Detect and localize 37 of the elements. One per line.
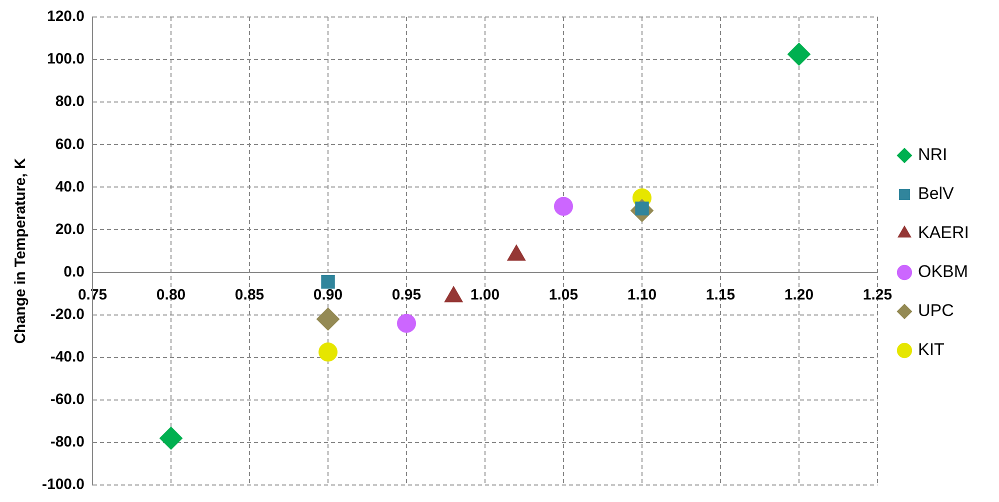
y-tick-label: 60.0 [55,136,85,153]
point [554,196,574,216]
x-tick-label: 1.05 [548,286,578,304]
x-tick-label: 1.25 [862,286,892,304]
legend-label: UPC [918,301,954,320]
point [321,274,335,289]
point [318,342,338,362]
point [160,426,183,450]
x-tick-label: 1.20 [784,286,814,304]
y-tick-label: -40.0 [50,348,85,366]
x-tick-label: 1.00 [470,286,500,304]
y-axis-title: Change in Temperature, K [12,158,30,344]
y-tick-label: 80.0 [55,93,85,110]
y-tick-label: 40.0 [55,178,85,196]
point [787,42,810,66]
y-tick-label: 120.0 [46,8,85,26]
x-tick-label: 0.75 [78,286,108,304]
x-tick-label: 0.80 [156,286,186,304]
legend-label: BelV [918,184,955,204]
x-tick-label: 0.90 [313,286,343,304]
x-tick-label: 0.85 [234,286,264,304]
legend-label: KIT [918,340,944,360]
y-tick-label: -80.0 [50,434,85,451]
y-tick-label: -60.0 [50,391,85,408]
y-tick-label: 0.0 [64,263,85,280]
x-tick-label: 1.10 [627,286,657,304]
legend-label: KAERI [918,223,970,242]
x-tick-label: 0.95 [392,286,422,304]
legend-label: OKBM [918,262,968,282]
y-tick-label: 100.0 [46,50,85,68]
x-tick-label: 1.15 [706,286,736,304]
point [316,308,340,331]
y-tick-label: -100.0 [42,476,85,494]
legend-label: NRI [918,145,948,164]
y-tick-label: 20.0 [55,220,85,238]
y-tick-label: -20.0 [50,306,85,323]
point [397,314,416,333]
